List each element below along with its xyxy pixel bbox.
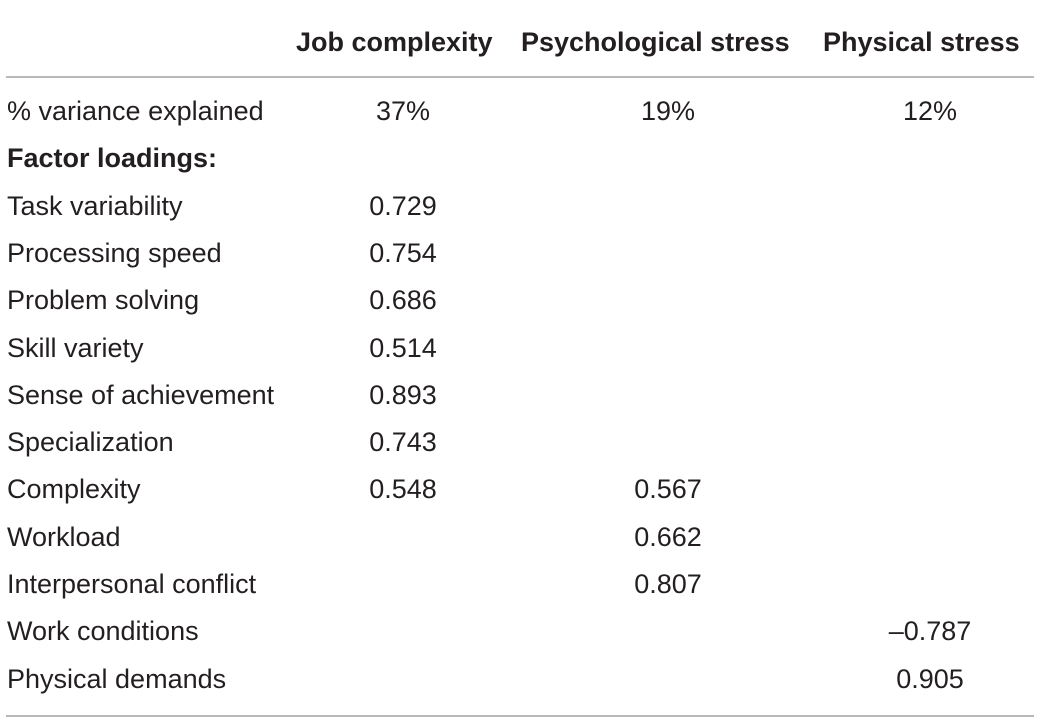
bottom-divider xyxy=(6,715,1034,717)
value-cell xyxy=(840,230,1020,277)
row-label: Processing speed xyxy=(7,237,222,268)
row-label: Problem solving xyxy=(7,285,200,316)
table-row: Skill variety 0.514 xyxy=(0,325,1040,372)
row-label: % variance explained xyxy=(7,96,264,126)
table-row: Processing speed 0.754 xyxy=(0,230,1040,277)
row-label: Work conditions xyxy=(7,616,199,647)
table-row: Problem solving 0.686 xyxy=(0,277,1040,324)
row-label: Factor loadings: xyxy=(7,143,218,174)
row-label: Interpersonal conflict xyxy=(7,569,257,599)
header-divider xyxy=(6,76,1034,78)
column-header-job-complexity: Job complexity xyxy=(296,27,493,57)
value-cell: 37% xyxy=(375,96,431,126)
table-row: Factor loadings: xyxy=(0,135,1040,182)
value-cell: –0.787 xyxy=(888,616,972,647)
value-cell xyxy=(590,419,746,466)
value-cell xyxy=(325,135,481,182)
value-cell xyxy=(325,656,481,703)
value-cell: 0.662 xyxy=(634,521,702,552)
row-label: Complexity xyxy=(7,474,141,505)
table-row: Work conditions –0.787 xyxy=(0,608,1040,655)
value-cell: 0.807 xyxy=(634,569,702,599)
value-cell xyxy=(590,183,746,230)
table-row: Sense of achievement 0.893 xyxy=(0,372,1040,419)
value-cell: 0.567 xyxy=(634,474,702,505)
row-label: Physical demands xyxy=(7,663,227,694)
row-label: Sense of achievement xyxy=(7,379,275,410)
table-row: % variance explained 37% 19% 12% xyxy=(0,88,1040,135)
row-label: Workload xyxy=(7,521,121,552)
value-cell: 19% xyxy=(640,96,696,126)
column-header-psychological-stress: Psychological stress xyxy=(521,27,790,57)
value-cell: 0.548 xyxy=(369,474,437,505)
value-cell xyxy=(840,135,1020,182)
value-cell xyxy=(840,514,1020,561)
value-cell xyxy=(325,608,481,655)
row-label: Specialization xyxy=(7,427,174,458)
row-label: Task variability xyxy=(7,190,183,221)
value-cell: 0.514 xyxy=(369,332,437,363)
value-cell: 12% xyxy=(902,96,958,126)
table-row: Workload 0.662 xyxy=(0,514,1040,561)
value-cell xyxy=(590,656,746,703)
value-cell xyxy=(590,372,746,419)
value-cell xyxy=(325,514,481,561)
value-cell xyxy=(325,561,481,608)
value-cell xyxy=(840,561,1020,608)
table-row: Task variability 0.729 xyxy=(0,183,1040,230)
value-cell: 0.754 xyxy=(369,237,437,268)
table-row: Interpersonal conflict 0.807 xyxy=(0,561,1040,608)
value-cell xyxy=(840,183,1020,230)
value-cell xyxy=(590,135,746,182)
value-cell: 0.686 xyxy=(369,285,437,316)
table-row: Complexity 0.548 0.567 xyxy=(0,466,1040,513)
table-row: Physical demands 0.905 xyxy=(0,656,1040,703)
value-cell: 0.729 xyxy=(369,190,437,221)
table-row: Specialization 0.743 xyxy=(0,419,1040,466)
value-cell: 0.893 xyxy=(369,379,437,410)
value-cell xyxy=(840,372,1020,419)
value-cell xyxy=(840,419,1020,466)
value-cell xyxy=(590,608,746,655)
value-cell xyxy=(590,230,746,277)
value-cell xyxy=(590,277,746,324)
value-cell xyxy=(840,466,1020,513)
column-header-physical-stress: Physical stress xyxy=(823,27,1020,57)
value-cell xyxy=(840,325,1020,372)
value-cell xyxy=(590,325,746,372)
value-cell xyxy=(840,277,1020,324)
row-label: Skill variety xyxy=(7,332,144,363)
value-cell: 0.905 xyxy=(896,663,964,694)
value-cell: 0.743 xyxy=(369,427,437,458)
